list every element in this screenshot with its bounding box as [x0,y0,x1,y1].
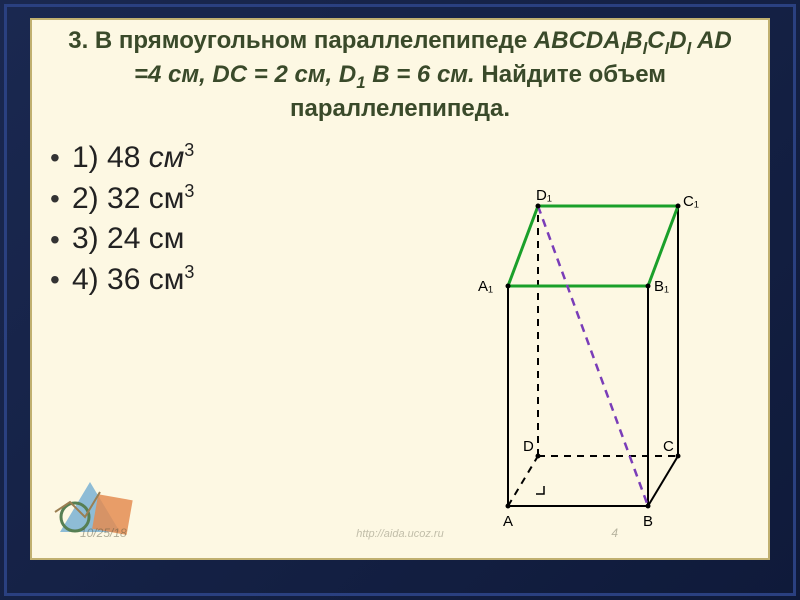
title-prefix: 3. В прямоугольном параллелепипеде [68,27,527,54]
footer-date: 10/25/18 [80,526,127,540]
problem-title: 3. В прямоугольном параллелепипеде ABCDA… [32,20,768,132]
label-B: B [643,513,653,530]
label-C1: C₁ [683,193,699,210]
parallelepiped-diagram: A B C D A₁ B₁ C₁ D₁ [418,176,738,536]
label-D: D [523,438,534,455]
option-1: 1) 48 см3 [72,140,768,175]
footer-page: 4 [611,526,618,540]
label-A1: A₁ [478,278,493,295]
slide-content: 3. В прямоугольном параллелепипеде ABCDA… [30,18,770,560]
footer-link: http://aida.ucoz.ru [356,528,443,540]
label-A: A [503,513,513,530]
label-C: C [663,438,674,455]
label-D1: D₁ [536,187,552,204]
label-B1: B₁ [654,278,669,295]
